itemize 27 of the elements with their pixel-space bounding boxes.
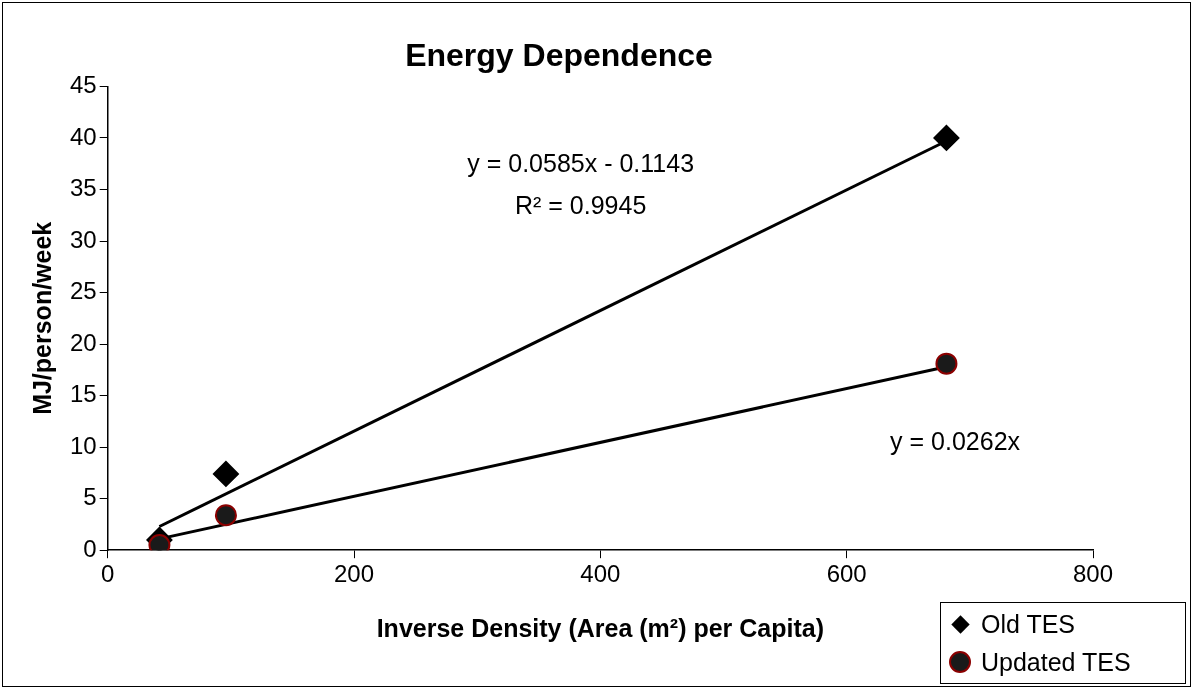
point	[212, 460, 239, 487]
legend-label: Updated TES	[981, 647, 1131, 677]
annotation: y = 0.0262x	[890, 427, 1021, 456]
chart-title: Energy Dependence	[405, 37, 713, 74]
y-tick-label: 45	[69, 71, 97, 99]
y-tick-label: 40	[69, 122, 97, 150]
annotation: R² = 0.9945	[514, 190, 647, 219]
y-tick-label: 25	[69, 277, 97, 305]
x-tick-label: 0	[101, 560, 115, 588]
y-tick-label: 0	[83, 534, 97, 562]
x-tick-label: 200	[334, 560, 375, 588]
y-tick-label: 35	[69, 174, 97, 202]
x-tick-label: 400	[580, 560, 621, 588]
point	[214, 504, 237, 527]
y-tick-label: 20	[69, 328, 97, 356]
y-tick-label: 5	[83, 483, 97, 511]
y-tick-label: 15	[69, 380, 97, 408]
y-tick-label: 10	[69, 431, 97, 459]
y-tick-label: 30	[69, 225, 97, 253]
y-axis-title: MJ/person/week	[27, 221, 56, 415]
annotation: y = 0.0585x - 0.1143	[467, 149, 695, 178]
x-axis-title: Inverse Density (Area (m²) per Capita)	[376, 613, 825, 642]
legend-label: Old TES	[981, 609, 1076, 639]
point	[933, 124, 960, 151]
x-tick-label: 800	[1072, 560, 1114, 588]
x-tick-label: 600	[826, 560, 867, 588]
point	[935, 352, 958, 375]
